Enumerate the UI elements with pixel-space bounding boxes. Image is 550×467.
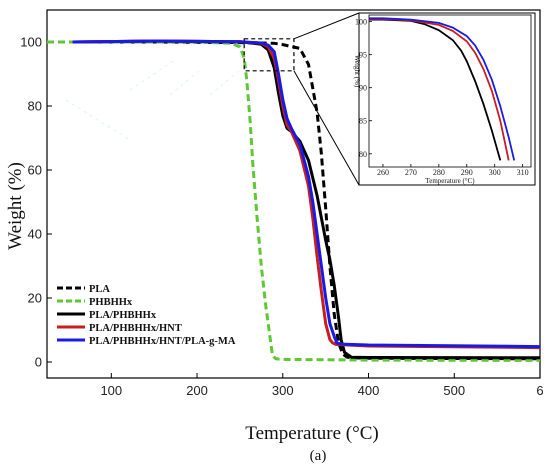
inset-x-tick-label: 280 xyxy=(433,168,445,177)
zoom-region-box xyxy=(243,38,295,72)
zoom-connector-lines xyxy=(293,12,360,186)
inset-x-tick-label: 260 xyxy=(377,168,389,177)
legend-entry-label: PLA/PHBHHx xyxy=(89,310,157,321)
x-tick-label: 500 xyxy=(443,383,465,398)
x-tick-label: 100 xyxy=(100,383,122,398)
legend-entry-label: PLA xyxy=(89,284,110,295)
zoom-connector-line xyxy=(293,12,360,40)
inset-y-tick-label: 90 xyxy=(359,84,367,93)
legend-entry-label: PHBHHx xyxy=(89,297,133,308)
inset-x-tick-label: 300 xyxy=(489,168,501,177)
inset-series-line-pla-phbhhx-hnt-pla-g-ma xyxy=(369,17,516,161)
inset-y-tick-label: 85 xyxy=(359,117,367,126)
y-tick-label: 20 xyxy=(28,291,42,306)
y-tick-label: 40 xyxy=(28,227,42,242)
x-tick-label: 300 xyxy=(272,383,294,398)
inset-plot-area xyxy=(368,14,532,168)
x-tick-label: 400 xyxy=(358,383,380,398)
inset-y-tick-label: 100 xyxy=(355,18,367,27)
legend: PLA PHBHHx PLA/PHBHHx PLA/PHBHHx/HNT PLA/PHB… xyxy=(57,284,236,347)
inset-x-tick-label: 310 xyxy=(517,168,529,177)
plot-frame xyxy=(46,9,541,379)
inset-frame xyxy=(358,12,536,186)
series-line-pla xyxy=(72,40,541,361)
figure-caption: (a) xyxy=(310,448,327,464)
y-tick-label: 100 xyxy=(20,35,42,50)
inset-x-tick-label: 290 xyxy=(461,168,473,177)
x-tick-label: 200 xyxy=(186,383,208,398)
series-line-pla-phbhhx-hnt-pla-g-ma xyxy=(72,39,541,349)
y-tick-label: 80 xyxy=(28,99,42,114)
series-line-phbhhx xyxy=(47,40,541,362)
inset-plot: 260 270 280 290 300 310 80 85 90 95 100 Temperature… xyxy=(353,12,536,186)
y-tick-label: 0 xyxy=(35,355,42,370)
zoom-connector-line xyxy=(293,70,360,186)
legend-entry-label: PLA/PHBHHx/HNT/PLA-g-MA xyxy=(89,336,236,347)
inset-y-tick-label: 95 xyxy=(359,51,367,60)
background-artifacts xyxy=(65,59,241,141)
y-axis-label: Weight (%) xyxy=(5,162,26,250)
x-axis-label: Temperature (°C) xyxy=(245,423,378,444)
inset-y-tick-label: 80 xyxy=(359,150,367,159)
inset-x-axis-label: Temperature (°C) xyxy=(425,177,475,185)
y-tick-label: 60 xyxy=(28,163,42,178)
inset-y-axis-label: Weight (%) xyxy=(353,55,361,88)
legend-entry-label: PLA/PHBHHx/HNT xyxy=(89,323,182,334)
inset-x-tick-label: 270 xyxy=(405,168,417,177)
x-tick-label: 6 xyxy=(536,383,543,398)
